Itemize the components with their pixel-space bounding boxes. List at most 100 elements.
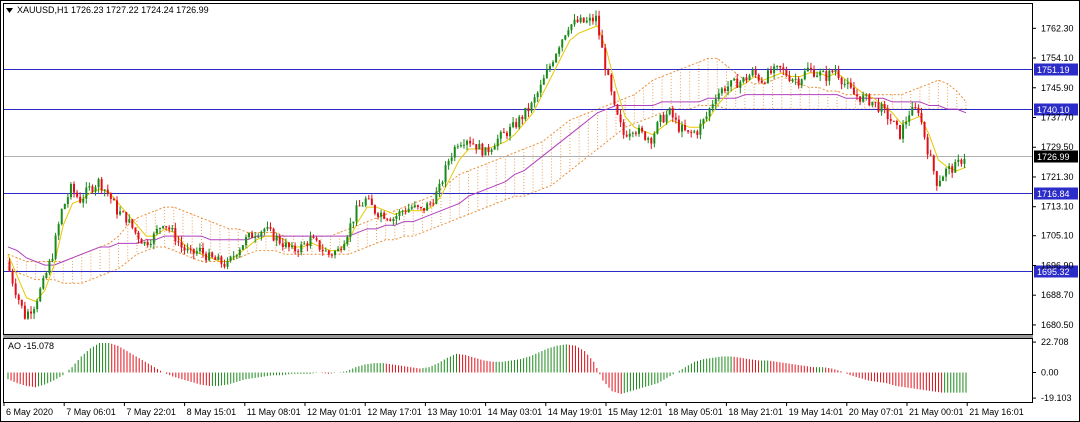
candle-body [149, 243, 152, 246]
candle-body [874, 101, 877, 103]
candle-body [66, 197, 69, 204]
candle-body [680, 125, 683, 132]
candle-body [742, 77, 745, 82]
candle-body [840, 78, 843, 85]
candle-body [567, 30, 570, 36]
candle-body [895, 121, 898, 125]
candle-body [315, 238, 318, 241]
candle-body [438, 183, 441, 192]
candle-body [321, 249, 324, 252]
candle-body [561, 39, 564, 48]
candle-body [192, 248, 195, 254]
candle-body [186, 248, 189, 251]
candle-body [512, 122, 515, 127]
candle-body [588, 17, 591, 21]
candle-body [94, 187, 97, 192]
candle-body [932, 155, 935, 172]
candle-body [717, 93, 720, 100]
candle-body [696, 131, 699, 135]
candle-body [389, 219, 392, 221]
candle-body [272, 228, 275, 241]
candle-body [558, 47, 561, 54]
candle-body [395, 215, 398, 219]
candle-body [291, 245, 294, 248]
slow-ma-line [7, 94, 967, 266]
level-label-bg [1034, 63, 1078, 76]
candle-body [419, 207, 422, 209]
candle-body [684, 125, 687, 131]
candle-body [641, 127, 644, 132]
candle-body [819, 71, 822, 76]
y-tick-label: 1762.30 [1041, 23, 1074, 33]
candle-body [413, 205, 416, 208]
candle-body [889, 119, 892, 121]
candle-body [770, 70, 773, 74]
candle-body [711, 104, 714, 109]
candle-body [579, 17, 582, 23]
candle-body [806, 67, 809, 72]
candle-body [527, 107, 530, 112]
candle-body [595, 15, 598, 22]
candle-body [343, 243, 346, 250]
candle-body [493, 146, 496, 150]
candle-body [312, 236, 315, 239]
candle-body [85, 187, 88, 199]
candle-body [116, 200, 119, 215]
main-plot-border [3, 3, 1033, 335]
y-tick-label: 1729.50 [1041, 142, 1074, 152]
candle-body [76, 192, 79, 197]
candle-body [214, 257, 217, 260]
candle-body [287, 242, 290, 248]
candle-body [39, 288, 42, 302]
candle-body [472, 143, 475, 145]
candle-body [665, 114, 668, 123]
ao-tick-label: 22.708 [1041, 337, 1069, 347]
candle-body [914, 107, 917, 109]
candle-body [954, 161, 957, 173]
candle-body [57, 224, 60, 236]
y-tick-label: 1680.50 [1041, 320, 1074, 330]
candle-body [404, 211, 407, 213]
candle-body [886, 108, 889, 120]
candle-body [760, 80, 763, 83]
candle-body [739, 81, 742, 88]
candle-body [533, 97, 536, 103]
x-tick-label: 15 May 12:01 [608, 407, 663, 417]
candle-body [254, 236, 257, 238]
candle-body [475, 144, 478, 150]
candle-body [364, 198, 367, 206]
candle-body [941, 176, 944, 181]
x-tick-label: 12 May 17:01 [367, 407, 422, 417]
candle-body [195, 251, 198, 254]
candle-body [653, 133, 656, 144]
candle-body [26, 311, 29, 319]
candle-body [911, 107, 914, 116]
candle-body [576, 19, 579, 23]
candle-body [232, 256, 235, 258]
candle-body [180, 242, 183, 248]
candle-body [459, 145, 462, 147]
candle-body [754, 69, 757, 75]
candle-body [745, 77, 748, 81]
candle-body [607, 70, 610, 75]
candle-body [45, 273, 48, 278]
candle-body [917, 107, 920, 114]
candle-body [785, 69, 788, 76]
triangle-down-icon[interactable] [6, 8, 13, 13]
candle-body [423, 207, 426, 211]
candle-body [158, 227, 161, 229]
candle-body [281, 243, 284, 248]
candle-body [257, 236, 260, 238]
candle-body [825, 71, 828, 81]
candle-body [17, 295, 20, 300]
candle-body [337, 248, 340, 252]
candle-body [708, 108, 711, 117]
candle-body [773, 66, 776, 74]
candle-body [478, 143, 481, 150]
candle-body [294, 245, 297, 252]
candle-body [938, 180, 941, 186]
fast-ma-line [7, 25, 967, 302]
candle-body [456, 146, 459, 148]
candle-body [217, 256, 220, 260]
candle-body [552, 62, 555, 66]
